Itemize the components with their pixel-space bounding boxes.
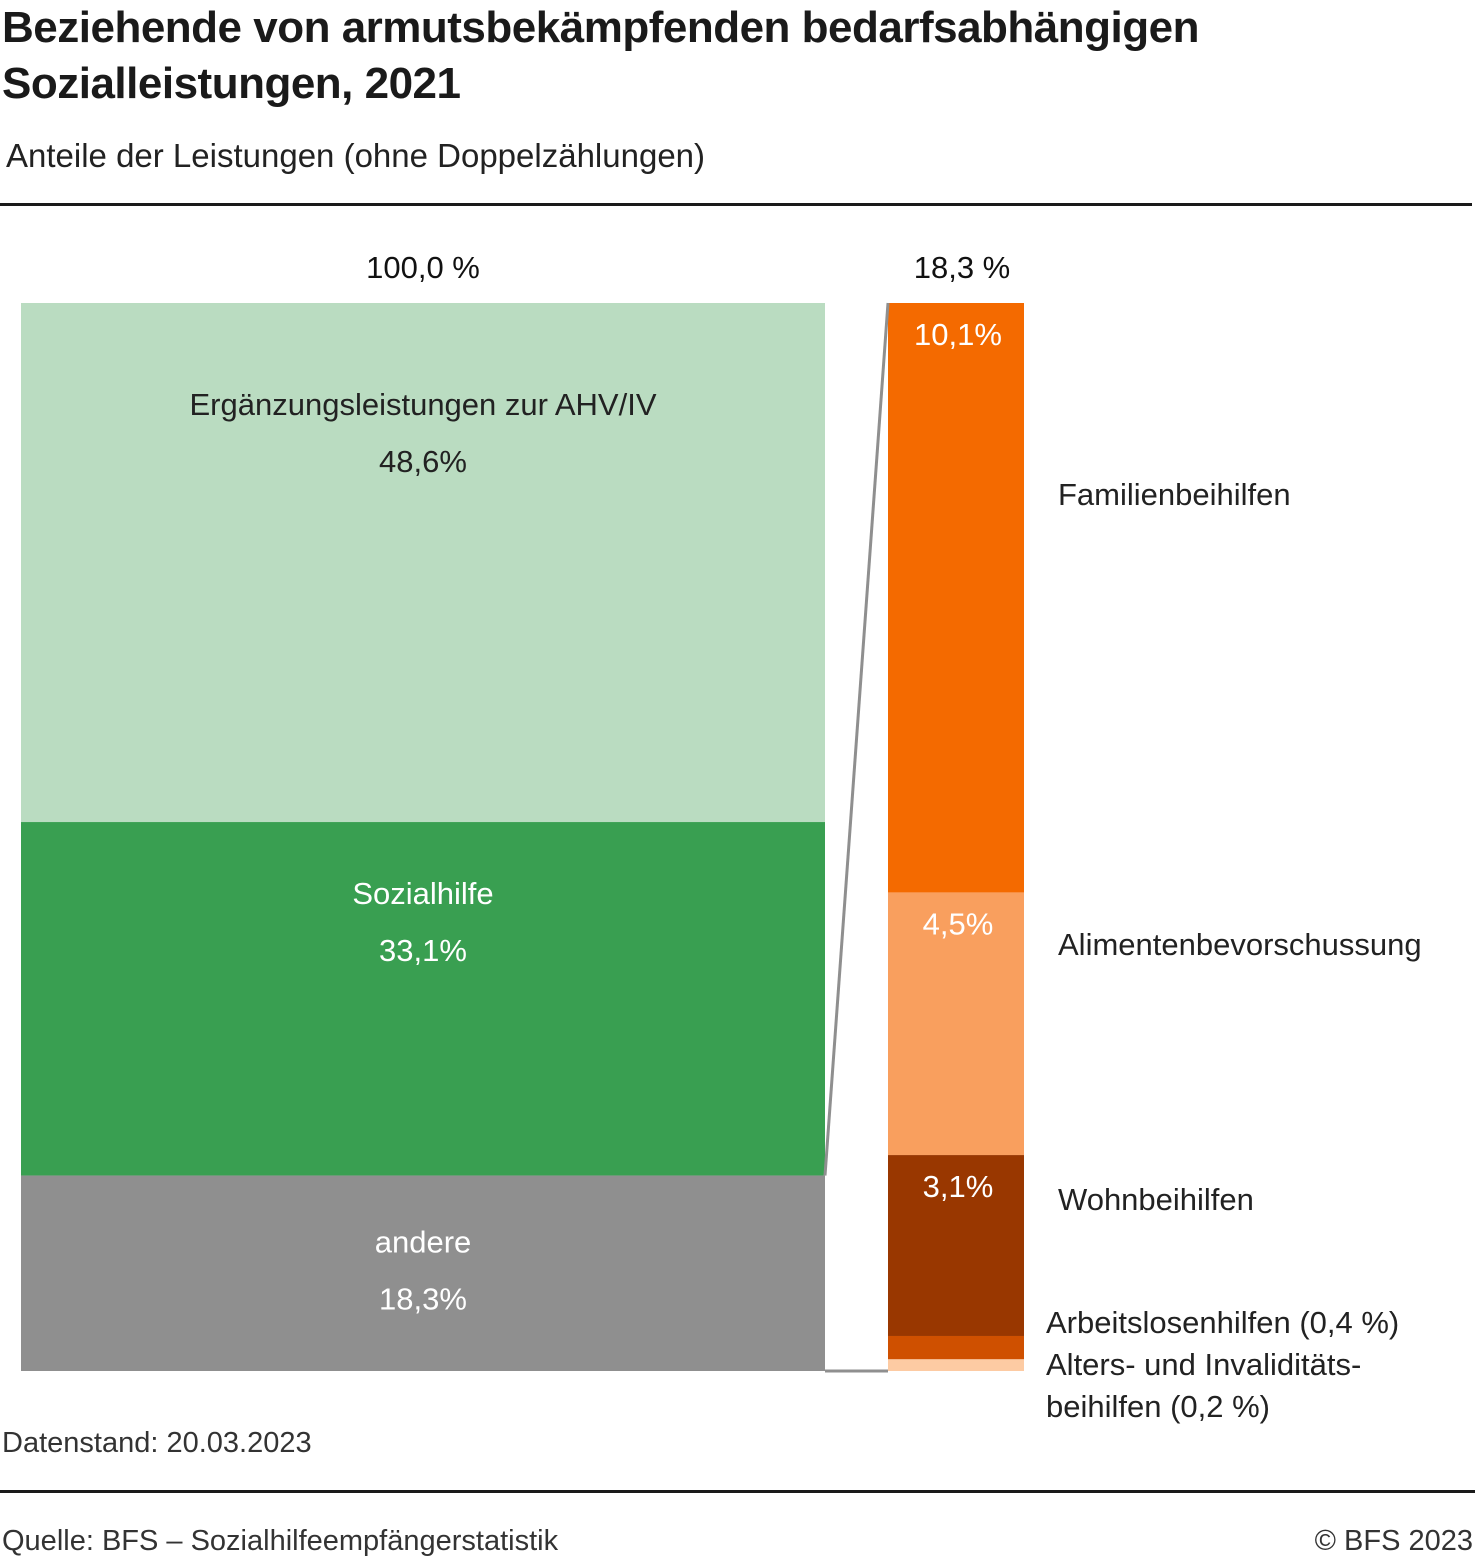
breakdown-bar-segment: [888, 1155, 1024, 1336]
breakdown-bar-segment: [888, 303, 1024, 893]
connector-line-top: [823, 302, 890, 1176]
copyright: © BFS 2023: [1314, 1525, 1473, 1557]
segment-name-label: Sozialhilfe: [352, 876, 493, 911]
title-line-1: Beziehende von armutsbekämpfenden bedarf…: [2, 3, 1199, 52]
chart-title: Beziehende von armutsbekämpfenden bedarf…: [2, 0, 1199, 112]
segment-value-label: 33,1%: [379, 933, 467, 968]
main-bar-total-label: 100,0 %: [366, 250, 480, 285]
source-note: Quelle: BFS – Sozialhilfeempfängerstatis…: [2, 1525, 559, 1557]
breakdown-bar-segment: [888, 892, 1024, 1156]
breakdown-value-label: 4,5%: [923, 906, 994, 941]
segment-value-label: 18,3%: [379, 1282, 467, 1317]
breakdown-legend-label: Arbeitslosenhilfen (0,4 %): [1046, 1305, 1399, 1340]
breakdown-bar-segment: [888, 1359, 1024, 1371]
breakdown-value-label: 3,1%: [923, 1169, 994, 1204]
breakdown-legend-label: beihilfen (0,2 %): [1046, 1389, 1270, 1424]
breakdown-legend-label: Alimentenbevorschussung: [1058, 927, 1422, 962]
segment-name-label: Ergänzungsleistungen zur AHV/IV: [190, 387, 657, 422]
breakdown-legend-label: Wohnbeihilfen: [1058, 1182, 1254, 1217]
segment-value-label: 48,6%: [379, 444, 467, 479]
chart-subtitle: Anteile der Leistungen (ohne Doppelzählu…: [6, 137, 706, 174]
top-divider: [0, 203, 1472, 206]
segment-name-label: andere: [375, 1225, 472, 1260]
bottom-divider: [0, 1490, 1475, 1493]
main-bar-segment: [21, 303, 825, 823]
main-bar-segment: [21, 1175, 825, 1371]
breakdown-legend-label: Familienbeihilfen: [1058, 477, 1291, 512]
breakdown-bar-segment: [888, 1335, 1024, 1360]
title-line-2: Sozialleistungen, 2021: [2, 59, 461, 108]
breakdown-legend-label: Alters- und Invaliditäts-: [1046, 1347, 1361, 1382]
data-date: Datenstand: 20.03.2023: [2, 1427, 312, 1459]
breakdown-bar-total-label: 18,3 %: [914, 250, 1011, 285]
breakdown-value-label: 10,1%: [914, 317, 1002, 352]
main-bar-segment: [21, 822, 825, 1176]
